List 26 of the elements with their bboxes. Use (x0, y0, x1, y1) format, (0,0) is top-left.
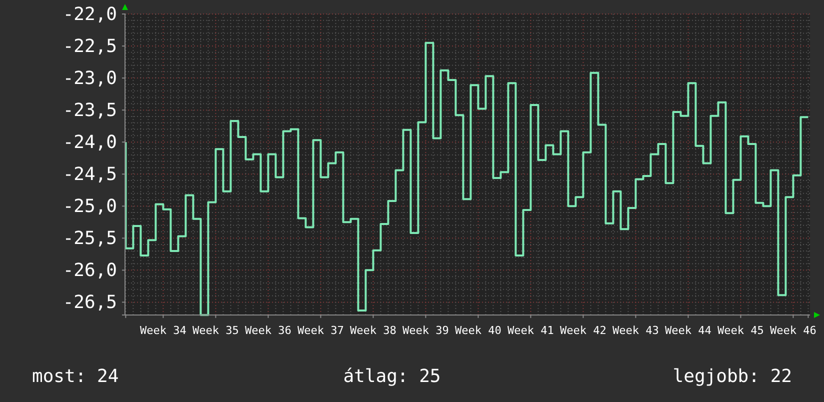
y-tick-label: -26,5 (62, 292, 117, 313)
x-tick-label: Week 37 (298, 324, 344, 338)
x-tick-label: Week 44 (665, 324, 712, 338)
y-tick-label: -22,0 (62, 4, 117, 25)
x-tick-label: Week 39 (402, 324, 449, 338)
y-tick-label: -24,5 (62, 164, 117, 185)
x-tick-label: Week 40 (455, 324, 502, 338)
x-tick-label: Week 45 (718, 324, 764, 338)
x-tick-label: Week 34 (140, 324, 187, 338)
y-tick-label: -24,0 (62, 132, 117, 153)
y-tick-label: -22,5 (62, 36, 117, 57)
y-tick-label: -25,0 (62, 196, 117, 217)
x-tick-label: Week 38 (350, 324, 396, 338)
text: most: 24 (32, 366, 119, 387)
text: átlag: 25 (343, 366, 441, 387)
text: legjobb: 22 (672, 366, 792, 387)
x-tick-label: Week 36 (245, 324, 292, 338)
x-tick-label: Week 35 (192, 324, 239, 338)
y-tick-label: -25,5 (62, 228, 117, 249)
x-tick-label: Week 43 (612, 324, 659, 338)
y-tick-label: -26,0 (62, 260, 117, 281)
x-tick-label: Week 46 (770, 324, 816, 338)
y-tick-label: -23,5 (62, 100, 117, 121)
y-tick-label: -23,0 (62, 68, 117, 89)
x-tick-label: Week 41 (508, 324, 554, 338)
x-tick-label: Week 42 (560, 324, 606, 338)
